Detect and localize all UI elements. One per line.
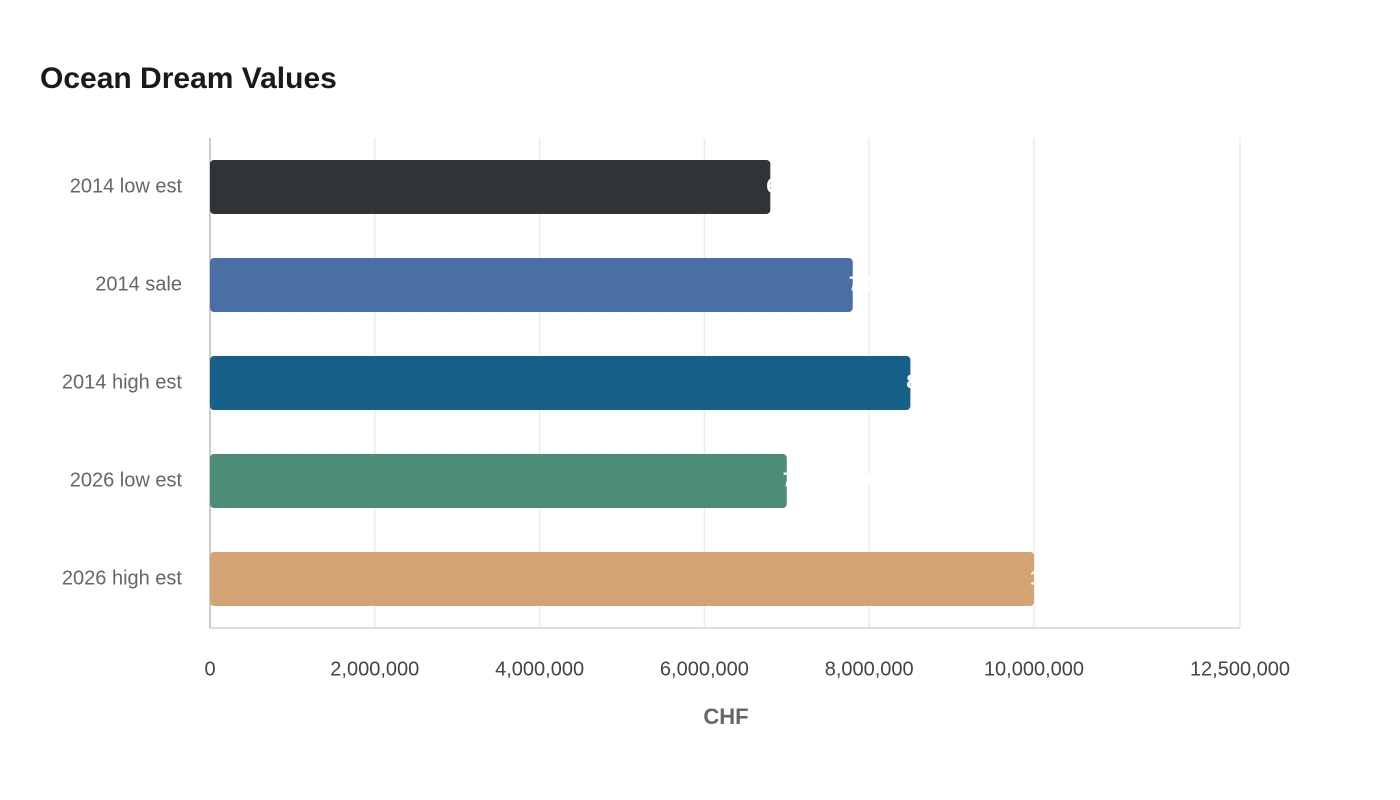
x-tick-label: 10,000,000 bbox=[984, 658, 1084, 680]
x-tick-label: 0 bbox=[204, 658, 215, 680]
x-tick-label: 2,000,000 bbox=[330, 658, 419, 680]
x-tick-label: 12,500,000 bbox=[1190, 658, 1290, 680]
y-tick-label: 2014 sale bbox=[95, 273, 182, 295]
data-label: 6,800,000 bbox=[766, 175, 855, 197]
y-tick-label: 2026 high est bbox=[62, 567, 183, 589]
x-axis-title: CHF bbox=[703, 704, 748, 729]
data-label: 10,000,000 bbox=[1030, 567, 1130, 589]
x-tick-label: 6,000,000 bbox=[660, 658, 749, 680]
y-tick-label: 2026 low est bbox=[70, 469, 183, 491]
data-label: 7,800,000 bbox=[849, 273, 938, 295]
data-label: 7,000,000 bbox=[783, 469, 872, 491]
x-tick-label: 4,000,000 bbox=[495, 658, 584, 680]
bar bbox=[210, 552, 1034, 606]
y-tick-label: 2014 high est bbox=[62, 371, 183, 393]
x-tick-label: 8,000,000 bbox=[825, 658, 914, 680]
bar bbox=[210, 454, 787, 508]
bar bbox=[210, 258, 853, 312]
bar bbox=[210, 356, 911, 410]
y-tick-label: 2014 low est bbox=[70, 175, 183, 197]
chart-title: Ocean Dream Values bbox=[40, 62, 337, 95]
data-label: 8,500,000 bbox=[906, 371, 995, 393]
bar bbox=[210, 160, 771, 214]
